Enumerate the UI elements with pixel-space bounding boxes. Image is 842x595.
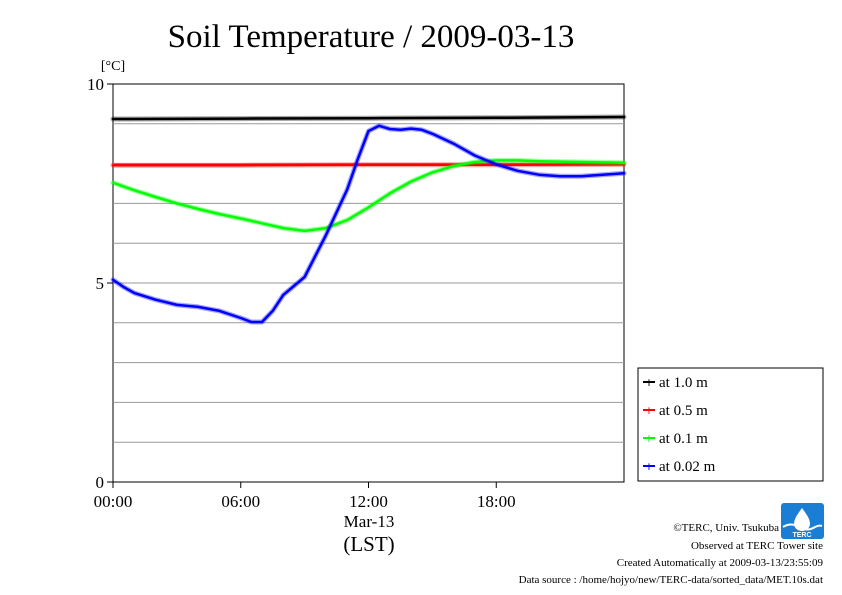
y-tick-label: 5 [96, 274, 105, 293]
credit-observed: Observed at TERC Tower site [691, 540, 823, 552]
legend-swatch-marker: + [644, 376, 653, 389]
x-axis-timezone-label: (LST) [343, 532, 394, 556]
y-axis-unit-label: [°C] [101, 59, 125, 74]
y-tick-label: 10 [87, 75, 104, 94]
x-axis: 00:00 06:00 12:00 18:00 [94, 482, 516, 511]
series-line [111, 124, 626, 324]
series-line [111, 159, 626, 233]
legend-swatch-marker: + [644, 404, 653, 417]
series-group [110, 114, 627, 325]
legend-entry-label: at 0.02 m [659, 459, 716, 475]
terc-logo-text: TERC [792, 532, 811, 539]
chart-title: Soil Temperature / 2009-03-13 [168, 19, 575, 55]
legend: + at 1.0 m + at 0.5 m + at 0.1 m + at 0.02 m [637, 367, 824, 482]
terc-logo-wave [782, 523, 823, 531]
x-tick-label: 18:00 [477, 492, 516, 511]
legend-entry-label: at 0.5 m [659, 403, 708, 419]
credit-created: Created Automatically at 2009-03-13/23:5… [617, 557, 824, 569]
y-tick-label: 0 [96, 473, 105, 492]
legend-swatch-marker: + [644, 432, 653, 445]
plot-area [110, 83, 627, 483]
x-axis-date-label: Mar-13 [344, 512, 395, 531]
series-line [111, 163, 626, 167]
legend-entry-label: at 0.1 m [659, 431, 708, 447]
legend-swatch-marker: + [644, 460, 653, 473]
x-tick-label: 00:00 [94, 492, 133, 511]
terc-logo: TERC [781, 503, 824, 539]
x-tick-label: 12:00 [349, 492, 388, 511]
legend-entry-label: at 1.0 m [659, 375, 708, 391]
y-axis: 0 5 10 [87, 75, 113, 492]
credit-source: Data source : /home/hojyo/new/TERC-data/… [519, 574, 823, 586]
gridlines [113, 123, 624, 443]
credit-copyright: ©TERC, Univ. Tsukuba [673, 522, 779, 534]
legend-box [637, 367, 824, 482]
terc-logo-drop [794, 508, 810, 531]
x-tick-label: 06:00 [221, 492, 260, 511]
series-line [111, 115, 626, 121]
